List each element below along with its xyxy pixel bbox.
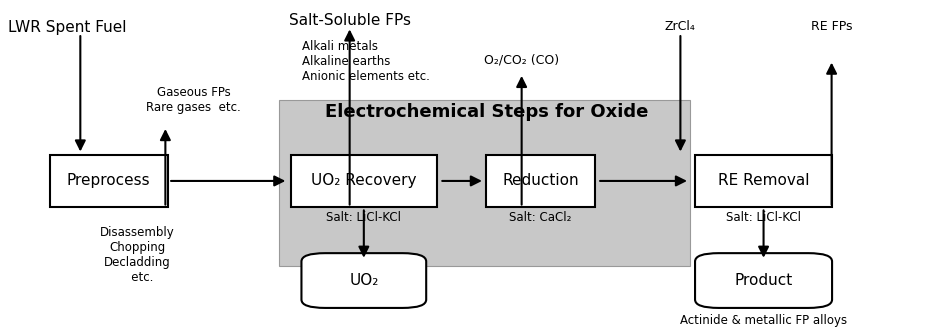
Text: O₂/CO₂ (CO): O₂/CO₂ (CO) [483, 53, 559, 66]
FancyBboxPatch shape [301, 253, 426, 308]
Text: ZrCl₄: ZrCl₄ [665, 20, 695, 33]
FancyBboxPatch shape [694, 155, 832, 207]
Text: UO₂: UO₂ [348, 273, 379, 288]
Text: Electrochemical Steps for Oxide: Electrochemical Steps for Oxide [325, 103, 648, 121]
Text: Salt: LiCl-KCl: Salt: LiCl-KCl [326, 211, 401, 224]
Text: Salt-Soluble FPs: Salt-Soluble FPs [288, 13, 411, 28]
Text: RE Removal: RE Removal [717, 173, 808, 189]
Text: Reduction: Reduction [501, 173, 579, 189]
FancyBboxPatch shape [485, 155, 594, 207]
Text: UO₂ Recovery: UO₂ Recovery [311, 173, 416, 189]
Text: Preprocess: Preprocess [67, 173, 150, 189]
Text: Salt: CaCl₂: Salt: CaCl₂ [509, 211, 571, 224]
Text: Product: Product [733, 273, 792, 288]
Text: RE FPs: RE FPs [810, 20, 851, 33]
FancyBboxPatch shape [278, 100, 689, 266]
Text: Gaseous FPs
Rare gases  etc.: Gaseous FPs Rare gases etc. [146, 86, 241, 114]
Text: Salt: LiCl-KCl: Salt: LiCl-KCl [725, 211, 801, 224]
Text: Alkali metals
Alkaline earths
Anionic elements etc.: Alkali metals Alkaline earths Anionic el… [302, 40, 430, 83]
Text: Actinide & metallic FP alloys: Actinide & metallic FP alloys [680, 314, 846, 327]
FancyBboxPatch shape [49, 155, 168, 207]
Text: LWR Spent Fuel: LWR Spent Fuel [8, 20, 126, 35]
FancyBboxPatch shape [694, 253, 832, 308]
FancyBboxPatch shape [291, 155, 436, 207]
Text: Disassembly
Chopping
Decladding
   etc.: Disassembly Chopping Decladding etc. [99, 226, 175, 284]
